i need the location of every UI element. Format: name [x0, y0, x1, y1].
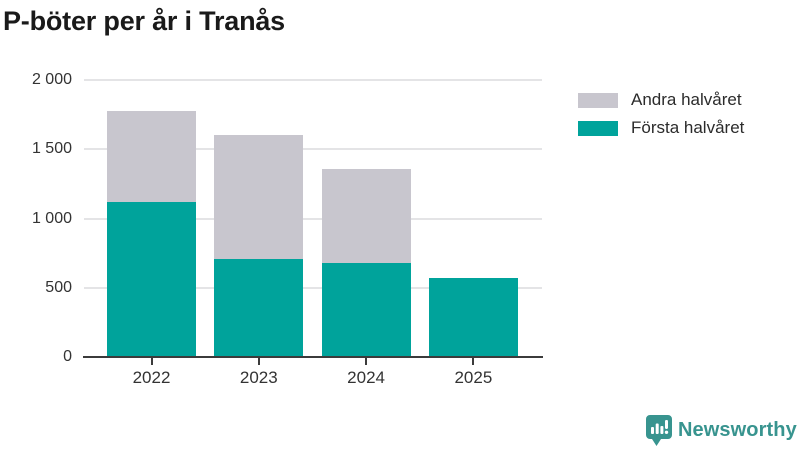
bar-segment	[107, 201, 196, 357]
y-tick-label: 1 000	[31, 209, 72, 227]
legend-swatch-andra	[578, 92, 618, 108]
gridline	[84, 286, 542, 289]
legend-item-andra: Andra halvåret	[578, 90, 744, 109]
y-tick-label: 0	[63, 348, 72, 365]
x-tick-label: 2024	[347, 368, 385, 387]
y-tick-label: 500	[45, 278, 72, 296]
legend-item-forsta: Första halvåret	[578, 118, 745, 137]
newsworthy-logo[interactable]: Newsworthy	[646, 415, 797, 446]
bar-segment	[214, 259, 304, 357]
x-tick-mark	[365, 358, 368, 365]
bar-segment	[321, 168, 411, 263]
gridline	[84, 79, 542, 81]
x-tick-mark	[472, 358, 475, 365]
y-tick-label: 1 500	[31, 140, 72, 158]
x-axis-line	[83, 356, 543, 358]
gridline	[84, 148, 542, 151]
bar-segment	[107, 111, 196, 202]
bar-segment	[321, 262, 411, 357]
x-tick-mark	[150, 358, 153, 365]
gridline	[84, 217, 542, 220]
plot-area	[84, 80, 542, 357]
legend-label: Andra halvåret	[631, 90, 742, 109]
bar-segment	[214, 135, 304, 260]
x-tick-mark	[257, 358, 260, 365]
newsworthy-logo-text: Newsworthy	[678, 419, 797, 441]
legend-swatch-forsta	[578, 120, 618, 136]
legend: Andra halvåret Första halvåret	[578, 90, 745, 148]
legend-label: Första halvåret	[631, 118, 745, 137]
chart-title: P-böter per år i Tranås	[3, 6, 285, 36]
x-tick-label: 2025	[454, 368, 493, 387]
newsworthy-logo-icon	[646, 415, 672, 446]
y-tick-label: 2 000	[31, 71, 72, 88]
bar-segment	[428, 278, 518, 357]
x-tick-label: 2022	[132, 368, 171, 387]
x-tick-label: 2023	[239, 368, 278, 387]
